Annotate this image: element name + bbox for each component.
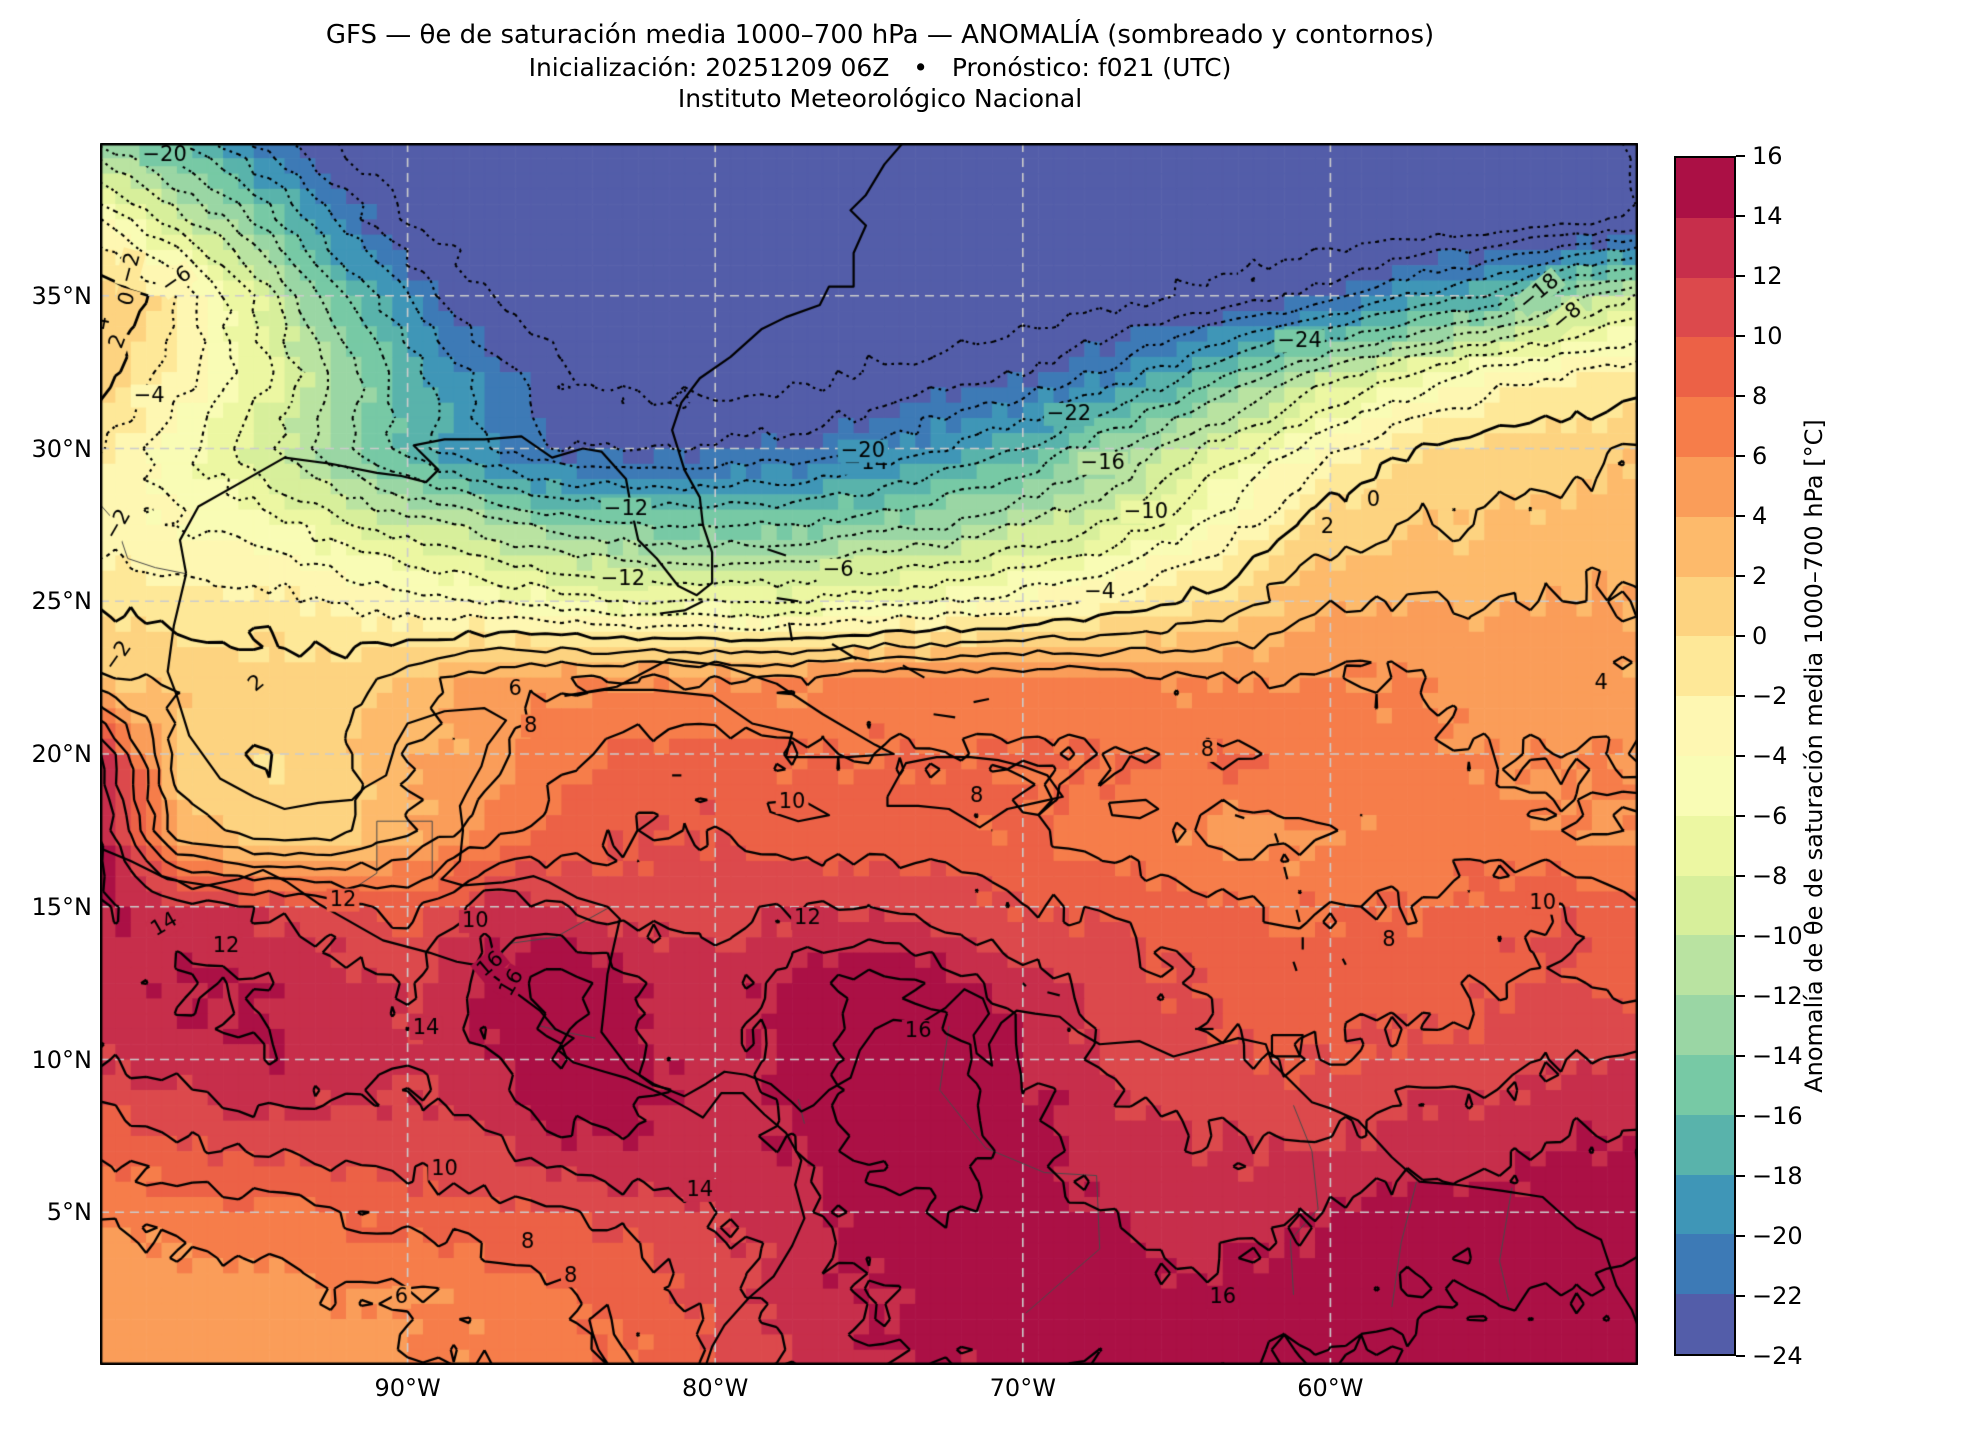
colorbar-segment [1676,397,1734,457]
chart-title: GFS — θe de saturación media 1000–700 hP… [325,20,1435,50]
colorbar-tick [1736,695,1745,697]
colorbar-segment [1676,277,1734,338]
colorbar-tick [1736,755,1745,757]
colorbar-tick-label: −8 [1752,862,1788,890]
colorbar-tick [1736,935,1745,937]
colorbar-tick-label: −10 [1752,922,1803,950]
colorbar-segment [1676,1114,1734,1175]
colorbar-segment [1676,337,1734,398]
colorbar-tick [1736,1175,1745,1177]
colorbar-tick-label: −22 [1752,1282,1803,1310]
colorbar-tick [1736,155,1745,157]
colorbar-segment [1676,755,1734,816]
colorbar-tick-label: 4 [1752,502,1768,530]
colorbar-tick-label: 12 [1752,262,1783,290]
colorbar-tick [1736,455,1745,457]
colorbar-segment [1676,995,1734,1055]
colorbar-tick-label: −24 [1752,1342,1803,1370]
colorbar-tick-label: −4 [1752,742,1788,770]
colorbar-segment [1676,875,1734,936]
y-tick-label: 25°N [31,587,93,616]
colorbar-tick [1736,1235,1745,1237]
colorbar-segment [1676,158,1734,218]
colorbar-tick [1736,1355,1745,1357]
colorbar-segment [1676,217,1734,278]
colorbar-tick-label: −12 [1752,982,1803,1010]
colorbar-tick [1736,1295,1745,1297]
colorbar-tick-label: −20 [1752,1222,1803,1250]
y-tick-label: 20°N [31,740,93,768]
chart-subtitle-init-forecast: Inicialización: 20251209 06Z • Pronóstic… [528,53,1232,82]
colorbar-tick-label: 14 [1752,202,1783,230]
colorbar-segment [1676,815,1734,876]
colorbar-axis-label: Anomalía de θe de saturación media 1000–… [1800,419,1828,1093]
colorbar-segment [1676,1174,1734,1235]
colorbar-segment [1676,516,1734,577]
y-tick-label: 5°N [46,1198,92,1227]
colorbar-tick-label: −2 [1752,682,1788,710]
colorbar-tick [1736,815,1745,817]
colorbar-tick-label: 16 [1752,142,1783,170]
y-tick-label: 10°N [31,1045,93,1074]
colorbar-tick-label: 0 [1752,622,1768,650]
colorbar-tick [1736,575,1745,577]
colorbar-tick [1736,335,1745,337]
colorbar-tick-label: 6 [1752,442,1768,470]
colorbar-tick [1736,875,1745,877]
colorbar-segment [1676,696,1734,756]
colorbar-tick-label: 10 [1752,322,1783,350]
colorbar-segment [1676,1294,1734,1354]
colorbar-tick [1736,395,1745,397]
colorbar-tick [1736,275,1745,277]
colorbar [1674,156,1736,1356]
x-tick-label: 80°W [682,1374,749,1402]
colorbar-segment [1676,1054,1734,1115]
colorbar-tick [1736,995,1745,997]
colorbar-tick-label: −6 [1752,802,1788,830]
y-tick-label: 35°N [31,281,93,310]
colorbar-tick-label: −16 [1752,1102,1803,1130]
colorbar-tick [1736,635,1745,637]
x-tick-label: 90°W [374,1374,441,1402]
y-tick-label: 15°N [31,892,93,921]
colorbar-tick-label: −18 [1752,1162,1803,1190]
colorbar-segment [1676,576,1734,637]
colorbar-segment [1676,935,1734,996]
colorbar-tick [1736,1055,1745,1057]
y-tick-label: 30°N [31,434,93,463]
colorbar-tick-label: 8 [1752,382,1768,410]
colorbar-tick-label: 2 [1752,562,1768,590]
colorbar-segment [1676,636,1734,697]
colorbar-tick [1736,515,1745,517]
colorbar-segment [1676,456,1734,517]
colorbar-tick [1736,1115,1745,1117]
colorbar-tick-label: −14 [1752,1042,1803,1070]
chart-institution: Instituto Meteorológico Nacional [677,84,1083,113]
x-tick-label: 60°W [1297,1374,1364,1402]
x-tick-label: 70°W [989,1374,1056,1402]
colorbar-tick [1736,215,1745,217]
anomaly-map-canvas [100,143,1638,1365]
colorbar-segment [1676,1234,1734,1295]
